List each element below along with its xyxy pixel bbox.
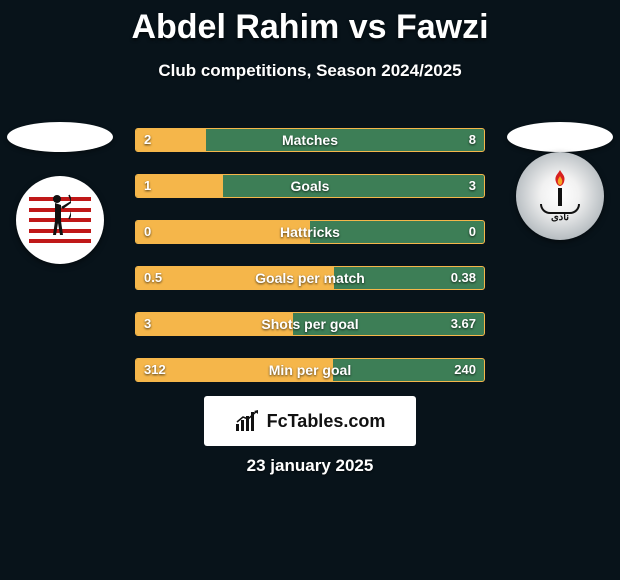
bar-row: 13Goals — [135, 174, 485, 198]
bar-label: Goals per match — [136, 267, 484, 289]
player-left-name-pill — [7, 122, 113, 152]
archer-icon — [47, 193, 71, 237]
player-left-panel — [0, 110, 120, 264]
page-title: Abdel Rahim vs Fawzi — [0, 0, 620, 47]
bar-row: 28Matches — [135, 128, 485, 152]
bar-row: 00Hattricks — [135, 220, 485, 244]
bar-row: 0.50.38Goals per match — [135, 266, 485, 290]
brand-text: FcTables.com — [267, 411, 386, 432]
player-right-panel: نادى — [500, 110, 620, 240]
bar-label: Hattricks — [136, 221, 484, 243]
bar-label: Shots per goal — [136, 313, 484, 335]
comparison-bars: 28Matches 13Goals 00Hattricks 0.50.38Goals … — [135, 128, 485, 404]
player-right-name-pill — [507, 122, 613, 152]
brand-footer[interactable]: FcTables.com — [204, 396, 416, 446]
club-right-text: نادى — [530, 212, 590, 223]
bar-row: 33.67Shots per goal — [135, 312, 485, 336]
club-logo-left — [16, 176, 104, 264]
bar-label: Matches — [136, 129, 484, 151]
date-text: 23 january 2025 — [0, 456, 620, 476]
bar-row: 312240Min per goal — [135, 358, 485, 382]
flame-icon — [552, 170, 568, 190]
bar-label: Goals — [136, 175, 484, 197]
bar-label: Min per goal — [136, 359, 484, 381]
club-logo-right: نادى — [516, 152, 604, 240]
page-subtitle: Club competitions, Season 2024/2025 — [0, 61, 620, 81]
fctables-logo-icon — [235, 410, 261, 432]
